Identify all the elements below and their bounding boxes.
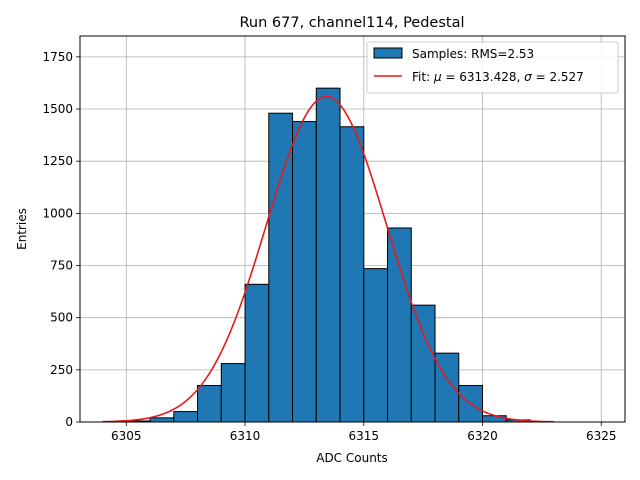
y-tick-label: 1500 xyxy=(42,102,73,116)
plot-frame xyxy=(79,35,626,423)
histogram-bars xyxy=(125,87,531,423)
histogram-bar xyxy=(482,415,507,423)
x-tick-label: 6325 xyxy=(586,429,617,443)
fit-curve xyxy=(102,95,554,423)
x-axis-ticks: 6305 6310 6315 6320 6325 xyxy=(111,422,617,443)
histogram-bar xyxy=(173,411,199,423)
legend: Samples: RMS=2.53 Fit: μ = 6313.428, σ =… xyxy=(366,41,619,94)
y-tick-label: 500 xyxy=(50,311,73,325)
x-tick-label: 6315 xyxy=(349,429,380,443)
x-tick-label: 6320 xyxy=(467,429,498,443)
legend-fit-label: Fit: μ = 6313.428, σ = 2.527 xyxy=(412,70,584,84)
histogram-bar xyxy=(292,121,317,423)
y-tick-label: 250 xyxy=(50,363,73,377)
histogram-bar xyxy=(244,283,270,423)
histogram-bar xyxy=(197,384,222,423)
x-tick-label: 6310 xyxy=(230,429,261,443)
legend-fit-mu-symbol: μ xyxy=(433,70,442,84)
legend-fit-mu-value: = 6313.428, xyxy=(442,70,525,84)
histogram-bar xyxy=(268,112,294,423)
legend-fit-prefix: Fit: xyxy=(412,70,434,84)
histogram-bar xyxy=(149,417,175,423)
histogram-bar xyxy=(387,227,412,423)
fit-curve-layer xyxy=(102,95,554,423)
y-axis-label: Entries xyxy=(15,208,29,250)
x-tick-label: 6305 xyxy=(111,429,142,443)
y-axis-ticks: 0 250 500 750 1000 1250 1500 1750 xyxy=(42,50,80,429)
x-axis-label: ADC Counts xyxy=(316,451,388,465)
y-tick-label: 750 xyxy=(50,259,73,273)
histogram-bar xyxy=(220,363,246,423)
histogram-bar xyxy=(315,87,341,423)
legend-histogram-label: Samples: RMS=2.53 xyxy=(412,47,534,61)
legend-box xyxy=(366,41,619,94)
histogram-bar xyxy=(339,126,365,423)
y-tick-label: 1750 xyxy=(42,50,73,64)
legend-fit-sigma-value: = 2.527 xyxy=(532,70,584,84)
legend-histogram-swatch xyxy=(373,47,403,59)
y-tick-label: 0 xyxy=(65,415,73,429)
histogram-bar xyxy=(410,304,436,423)
legend-fit-sigma-symbol: σ xyxy=(524,70,532,84)
chart-title: Run 677, channel114, Pedestal xyxy=(239,15,464,31)
y-tick-label: 1000 xyxy=(42,206,73,220)
y-tick-label: 1250 xyxy=(42,154,73,168)
histogram-bar xyxy=(363,268,389,423)
histogram-bar xyxy=(434,352,460,423)
